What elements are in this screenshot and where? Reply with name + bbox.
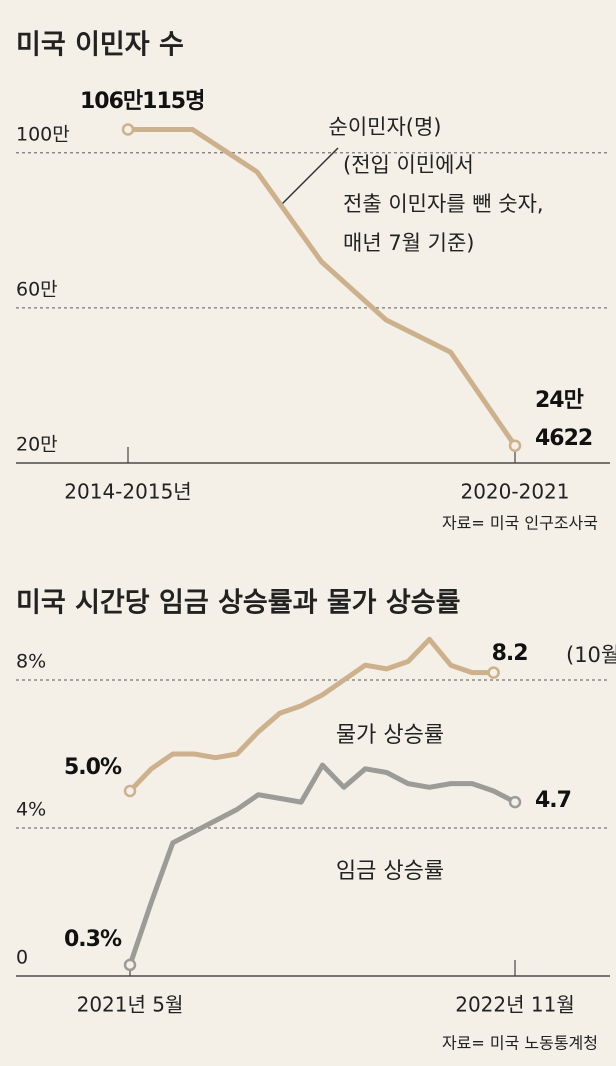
x-tick-label: 2020-2021: [460, 480, 569, 504]
chart-title: 미국 이민자 수: [16, 30, 184, 61]
value-label: 0.3%: [64, 926, 122, 952]
leader-line: [281, 147, 339, 205]
y-tick-label: 8%: [16, 651, 46, 673]
chart-title: 미국 시간당 임금 상승률과 물가 상승률: [16, 588, 460, 619]
value-label: 106만115명: [80, 89, 205, 115]
annotation: 매년 7월 기준): [343, 231, 475, 255]
data-line: [127, 126, 518, 448]
end-point: [121, 123, 135, 136]
x-tick-label: 2021년 5월: [77, 993, 184, 1017]
series-label: 물가 상승률: [336, 723, 444, 748]
annotation: (10월): [566, 643, 616, 667]
end-point: [123, 958, 137, 972]
value-label: 24만 4622: [535, 387, 593, 451]
value-label: 8.2: [491, 640, 529, 666]
y-tick-label: 60만: [16, 278, 58, 300]
legend-label: 순이민자(명): [329, 115, 442, 139]
end-point: [487, 666, 500, 679]
value-label: 4.7: [535, 788, 572, 814]
annotation: (전입 이민에서: [343, 153, 474, 177]
data-line: [127, 762, 517, 966]
end-point: [508, 795, 522, 809]
source: 자료= 미국 인구조사국: [442, 514, 598, 533]
value-label: 5.0%: [64, 755, 122, 780]
end-point: [123, 784, 137, 798]
annotation: 전출 이민자를 뺀 숫자,: [343, 192, 544, 216]
x-tick-label: 2014-2015년: [64, 480, 191, 504]
y-tick-label: 20만: [16, 434, 58, 456]
data-line: [128, 636, 494, 793]
series-label: 임금 상승률: [336, 859, 444, 884]
source: 자료= 미국 노동통계청: [442, 1034, 598, 1053]
end-point: [508, 439, 522, 452]
y-tick-label: 0: [16, 947, 28, 969]
y-tick-label: 100만: [16, 123, 70, 145]
y-tick-label: 4%: [16, 799, 46, 821]
x-tick-label: 2022년 11월: [455, 993, 575, 1017]
